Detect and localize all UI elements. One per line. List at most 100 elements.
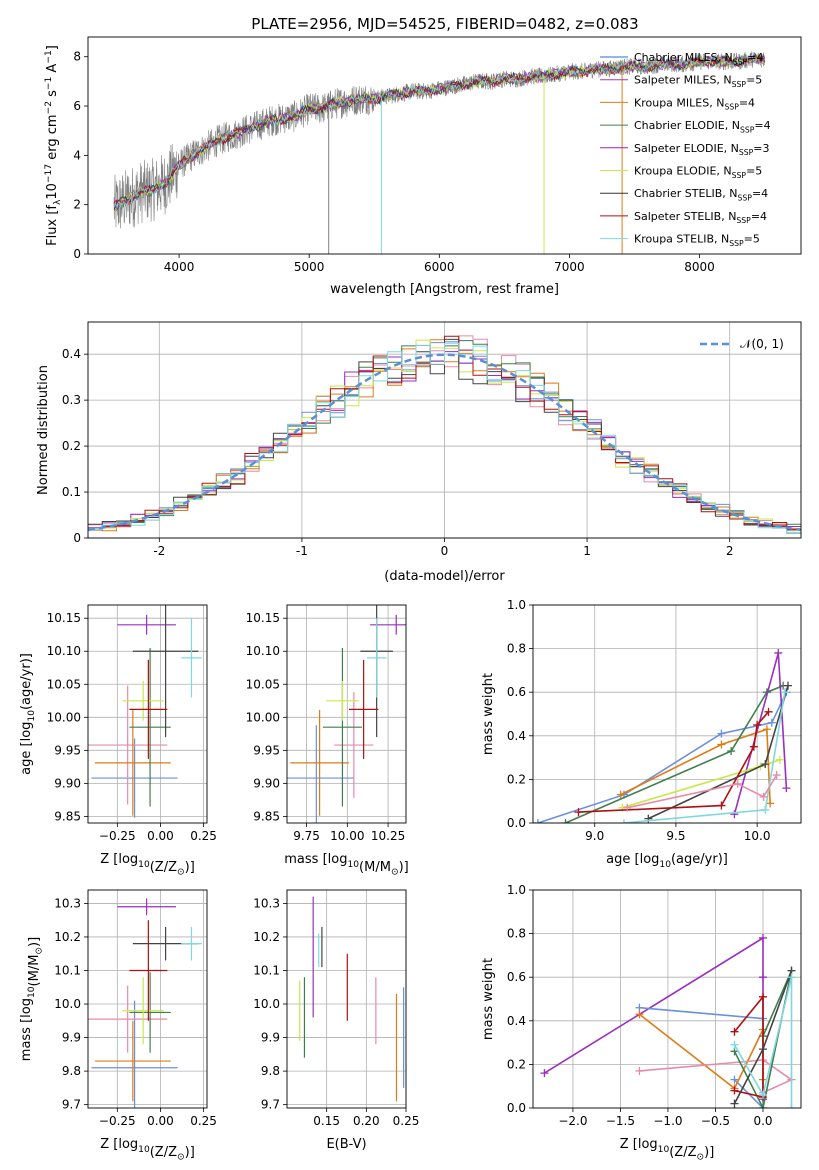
weight-series-line xyxy=(620,728,771,804)
weight-point-marker xyxy=(759,792,768,801)
plot-area xyxy=(113,51,765,254)
weight-point-marker xyxy=(774,648,783,657)
weight-point-marker xyxy=(782,784,791,793)
age-vs-mass-panel: 9.75 10.00 10.25 9.85 9.90 9.95 10.00 10.05 10.1… xyxy=(246,604,409,878)
y-tick-label: 10.15 xyxy=(246,611,280,625)
y-tick-label: 0.0 xyxy=(507,1101,526,1115)
weight-point-marker xyxy=(717,729,726,738)
y-tick-label: 9.95 xyxy=(253,743,280,757)
x-tick-label: 9.75 xyxy=(293,829,320,843)
x-tick-label: 7000 xyxy=(554,260,585,274)
y-tick-label: 10.3 xyxy=(253,896,280,910)
weight-point-marker xyxy=(730,810,739,819)
y-axis-label: mass weight xyxy=(481,958,496,1040)
y-tick-label: 10.0 xyxy=(54,997,81,1011)
x-tick-label: 1 xyxy=(583,544,591,558)
y-tick-label: 0.2 xyxy=(507,772,526,786)
weight-point-marker xyxy=(780,688,789,697)
legend-entry: Chabrier ELODIE, NSSP=4 xyxy=(634,119,771,134)
weight-point-marker xyxy=(772,771,781,780)
y-tick-label: 1.0 xyxy=(507,598,526,612)
weight-point-marker xyxy=(717,801,726,810)
x-tick-label: −1.0 xyxy=(653,1114,682,1128)
y-tick-label: 9.90 xyxy=(253,776,280,790)
plot-area xyxy=(88,605,202,818)
weight-point-marker xyxy=(753,720,762,729)
x-tick-label: 0 xyxy=(441,544,449,558)
y-tick-label: 0.6 xyxy=(507,970,526,984)
plot-area xyxy=(287,605,406,823)
mass-vs-extinction-panel: 0.15 0.20 0.25 9.7 9.8 9.9 10.0 10.1 10.2 10.3 E(B… xyxy=(253,889,419,1152)
y-tick-label: 9.9 xyxy=(62,1031,81,1045)
y-tick-label: 0 xyxy=(73,531,81,545)
y-tick-label: 10.3 xyxy=(54,896,81,910)
plot-area xyxy=(299,896,405,1102)
weight-point-marker xyxy=(758,933,767,942)
x-tick-label: 5000 xyxy=(294,260,325,274)
axes-frame xyxy=(87,604,208,824)
axes-frame xyxy=(532,604,802,824)
x-tick-label: 10.00 xyxy=(330,829,364,843)
weight-point-marker xyxy=(764,707,773,716)
x-tick-label: 4000 xyxy=(164,260,195,274)
y-tick-label: 4 xyxy=(73,148,81,162)
y-tick-label: 0.3 xyxy=(62,393,81,407)
x-tick-label: 9.0 xyxy=(585,829,604,843)
x-axis-label: Z [log10(Z/Z⊙)] xyxy=(100,852,195,878)
x-axis-label: mass [log10(M/M⊙)] xyxy=(284,852,408,878)
x-tick-label: −0.5 xyxy=(701,1114,730,1128)
x-tick-label: −2.0 xyxy=(558,1114,587,1128)
x-tick-label: 0.15 xyxy=(313,1114,340,1128)
y-tick-label: 0.4 xyxy=(62,347,81,361)
y-axis-label: mass weight xyxy=(481,673,496,755)
y-axis-label: mass [log10(M/M⊙)] xyxy=(19,937,45,1061)
y-tick-label: 10.00 xyxy=(47,710,81,724)
y-tick-label: 9.95 xyxy=(54,743,81,757)
y-tick-label: 9.7 xyxy=(62,1098,81,1112)
weight-point-marker xyxy=(784,681,793,690)
spectrum-panel: 4000 5000 6000 7000 8000 0 2 4 6 8 wavelength [Ang… xyxy=(44,36,802,297)
weight-point-marker xyxy=(635,1010,644,1019)
x-tick-label: 2 xyxy=(726,544,734,558)
mass-vs-metallicity-panel: −0.25 0.00 0.25 9.7 9.8 9.9 10.0 10.1 10.2 10.3 Z … xyxy=(19,889,217,1163)
x-tick-label: 10.0 xyxy=(744,829,771,843)
normal-reference-curve xyxy=(88,353,801,532)
x-tick-label: 0.25 xyxy=(190,829,217,843)
weight-point-marker xyxy=(533,819,542,823)
y-tick-label: 1.0 xyxy=(507,883,526,897)
weight-point-marker xyxy=(787,973,796,982)
residual-histogram xyxy=(88,342,801,534)
y-tick-label: 10.2 xyxy=(253,930,280,944)
x-axis-label: Z [log10(Z/Z⊙)] xyxy=(100,1137,195,1163)
x-tick-label: -1 xyxy=(296,544,308,558)
weight-series-line xyxy=(733,977,793,1108)
y-tick-label: 0.8 xyxy=(507,927,526,941)
axes-frame xyxy=(286,604,407,824)
axes-frame xyxy=(87,889,208,1109)
legend-entry: Kroupa MILES, NSSP=4 xyxy=(634,96,755,111)
plot-area xyxy=(540,933,796,1108)
y-tick-label: 9.85 xyxy=(54,809,81,823)
weight-point-marker xyxy=(761,760,770,769)
weight-point-marker xyxy=(787,1104,796,1108)
axes-frame xyxy=(532,889,802,1109)
y-tick-label: 10.00 xyxy=(246,710,280,724)
y-tick-label: 10.0 xyxy=(253,997,280,1011)
x-tick-label: −0.25 xyxy=(99,829,136,843)
weight-vs-age-panel: 9.0 9.5 10.0 0.0 0.2 0.4 0.6 0.8 1.0 age [log10(a… xyxy=(481,598,802,870)
y-tick-label: 9.90 xyxy=(54,776,81,790)
y-axis-label: Normed distribution xyxy=(36,365,51,495)
plot-area xyxy=(88,898,202,1108)
legend-entry: Kroupa STELIB, NSSP=5 xyxy=(634,233,760,248)
x-tick-label: 10.25 xyxy=(371,829,405,843)
weight-point-marker xyxy=(730,1027,739,1036)
axes-frame xyxy=(286,889,407,1109)
legend-entry: Chabrier STELIB, NSSP=4 xyxy=(634,187,768,202)
x-tick-label: 0.0 xyxy=(753,1114,772,1128)
y-tick-label: 0.1 xyxy=(62,485,81,499)
y-tick-label: 10.05 xyxy=(246,677,280,691)
axes-frame xyxy=(87,321,802,539)
x-tick-label: 0.25 xyxy=(190,1114,217,1128)
y-tick-label: 9.8 xyxy=(261,1064,280,1078)
